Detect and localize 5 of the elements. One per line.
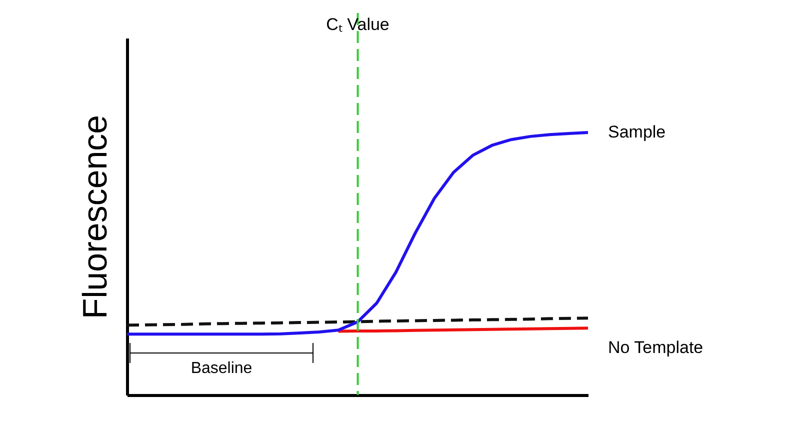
annotation: Baseline [190,360,252,377]
series-label: Sample [608,122,666,142]
series-label: No Template [608,338,704,358]
text: Cₜ Value [326,15,390,34]
y-axis-title: Fluorescence [76,114,114,320]
